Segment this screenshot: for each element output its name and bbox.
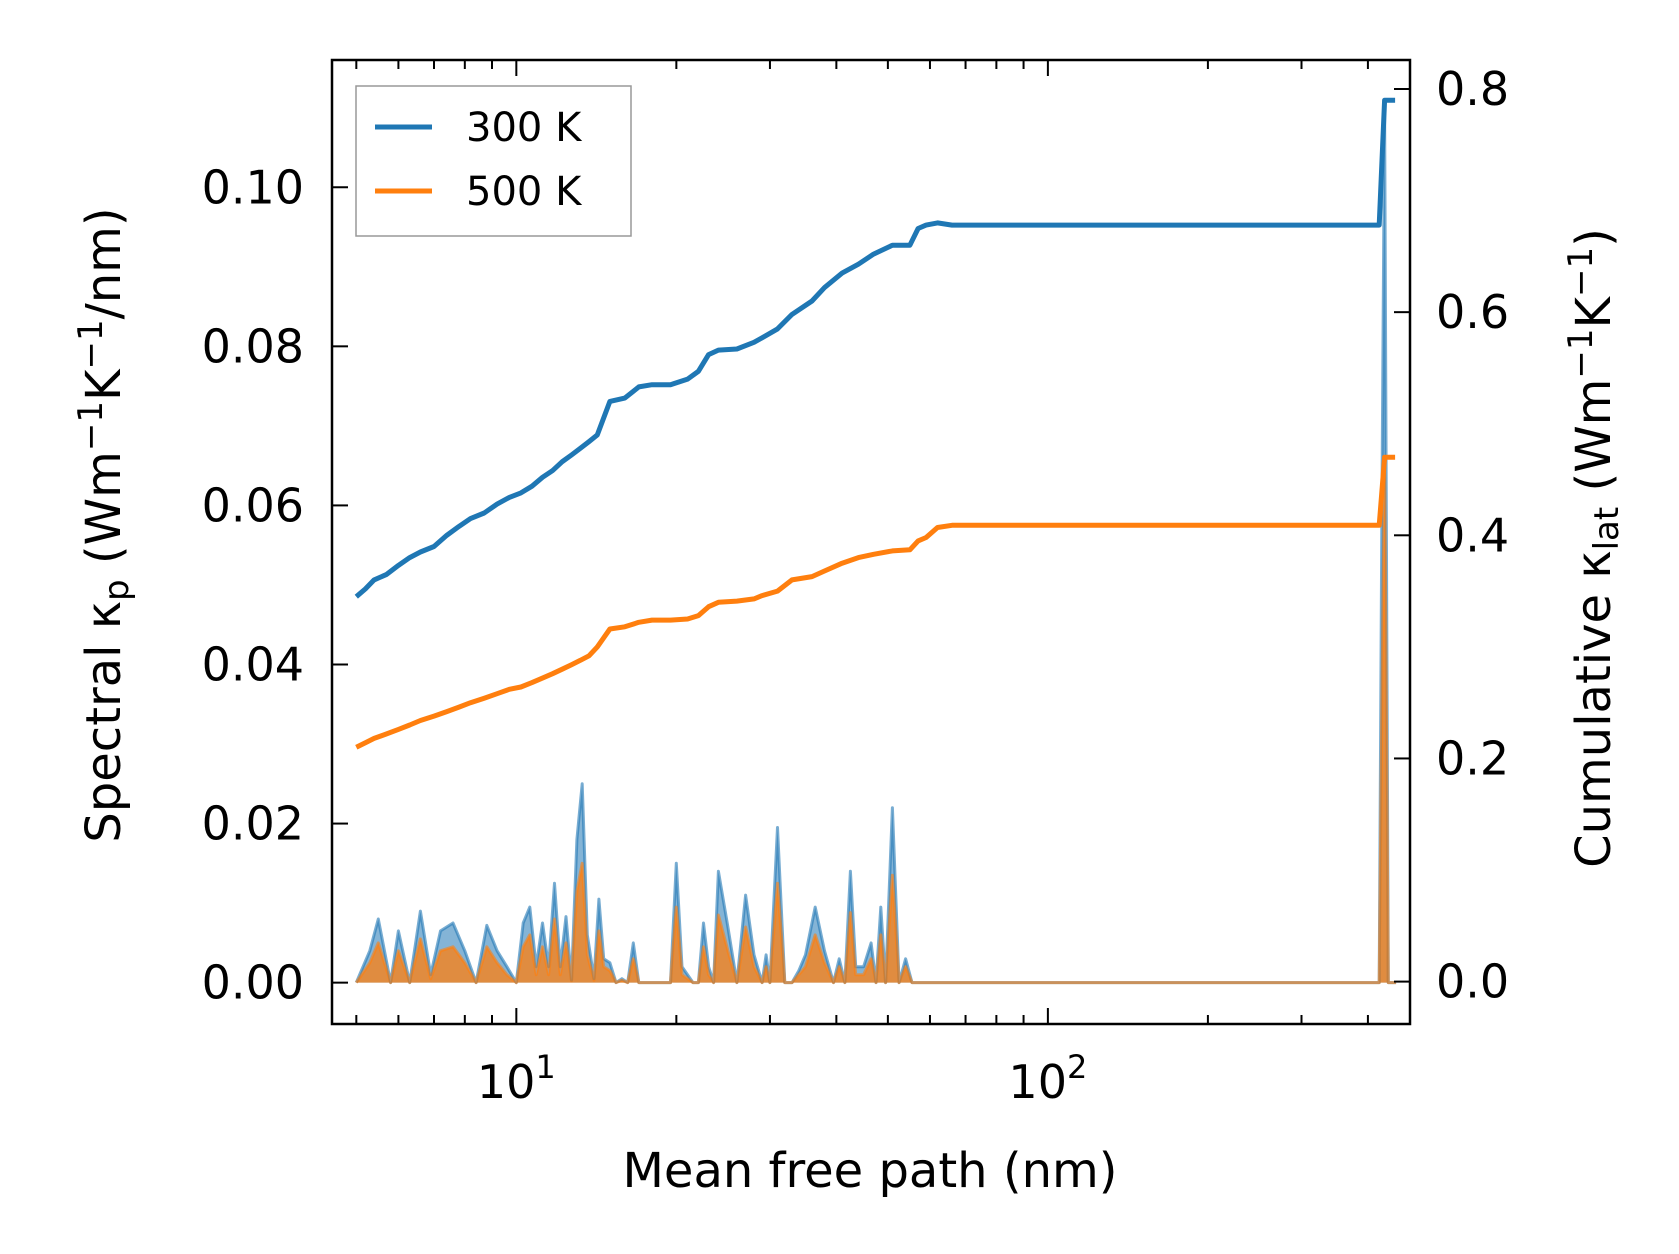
y2-axis-title-unit2: K <box>1566 295 1622 328</box>
y2-axis-title-prefix: Cumulative κ <box>1566 550 1622 868</box>
y-axis-title-group: Spectral κp (Wm−1K−1/nm) <box>71 207 137 842</box>
y2-tick-label: 0.4 <box>1436 508 1509 562</box>
y-axis-title-sup2: −1 <box>71 319 111 369</box>
legend-label-500k: 500 K <box>466 169 583 215</box>
plot-area <box>354 97 1397 985</box>
y-tick-label: 0.04 <box>202 637 304 691</box>
y-axis-title-unit3: /nm) <box>76 207 132 319</box>
y2-tick-label: 0.2 <box>1436 731 1509 785</box>
legend: 300 K 500 K <box>355 85 632 237</box>
y-axis-title-sup1: −1 <box>71 401 111 451</box>
y2-axis-title-unit3: ) <box>1566 228 1622 247</box>
y2-axis-title-group: Cumulative κlat (Wm−1K−1) <box>1561 228 1627 868</box>
x-tick-label-exponent: 2 <box>1067 1048 1087 1086</box>
y-axis-title-subscript: p <box>97 579 137 601</box>
y2-axis-title-subscript: lat <box>1587 507 1627 551</box>
x-axis-title: Mean free path (nm) <box>623 1143 1118 1199</box>
y-axis-title-unit2: K <box>76 368 132 401</box>
y2-tick-label: 0.6 <box>1436 285 1509 339</box>
cumulative-line-300k <box>354 97 1396 599</box>
x-tick-label-exponent: 1 <box>535 1048 555 1086</box>
cumulative-line-500k <box>355 454 1396 750</box>
x-tick-label-base: 10 <box>1008 1055 1067 1109</box>
y-tick-label: 0.02 <box>202 797 304 851</box>
y-axis-title-unit: (Wm <box>76 451 132 579</box>
legend-label-300k: 300 K <box>466 105 583 151</box>
x-tick-label: 101 <box>477 1048 556 1109</box>
y-tick-label: 0.08 <box>202 319 304 373</box>
y2-axis-title-sup1: −1 <box>1561 328 1601 378</box>
plot-frame <box>330 58 1412 1026</box>
spectral-edge-500k <box>355 456 1397 985</box>
y-tick-label: 0.06 <box>202 478 304 532</box>
y2-axis-title: Cumulative κlat (Wm−1K−1) <box>1561 228 1627 868</box>
x-tick-label-base: 10 <box>477 1055 536 1109</box>
x-tick-label: 102 <box>1008 1048 1087 1109</box>
y-axis-title-prefix: Spectral κ <box>76 601 132 843</box>
y-tick-label: 0.10 <box>202 160 304 214</box>
axes: 101 1020.000.020.040.060.080.100.00.20.40… <box>202 58 1509 1109</box>
y2-axis-title-sup2: −1 <box>1561 247 1601 297</box>
y2-axis-title-unit: (Wm <box>1566 379 1622 507</box>
legend-frame <box>355 85 632 237</box>
y2-tick-label: 0.0 <box>1436 955 1509 1009</box>
y-tick-label: 0.00 <box>202 956 304 1010</box>
y-axis-title: Spectral κp (Wm−1K−1/nm) <box>71 207 137 842</box>
y2-tick-label: 0.8 <box>1436 62 1509 116</box>
